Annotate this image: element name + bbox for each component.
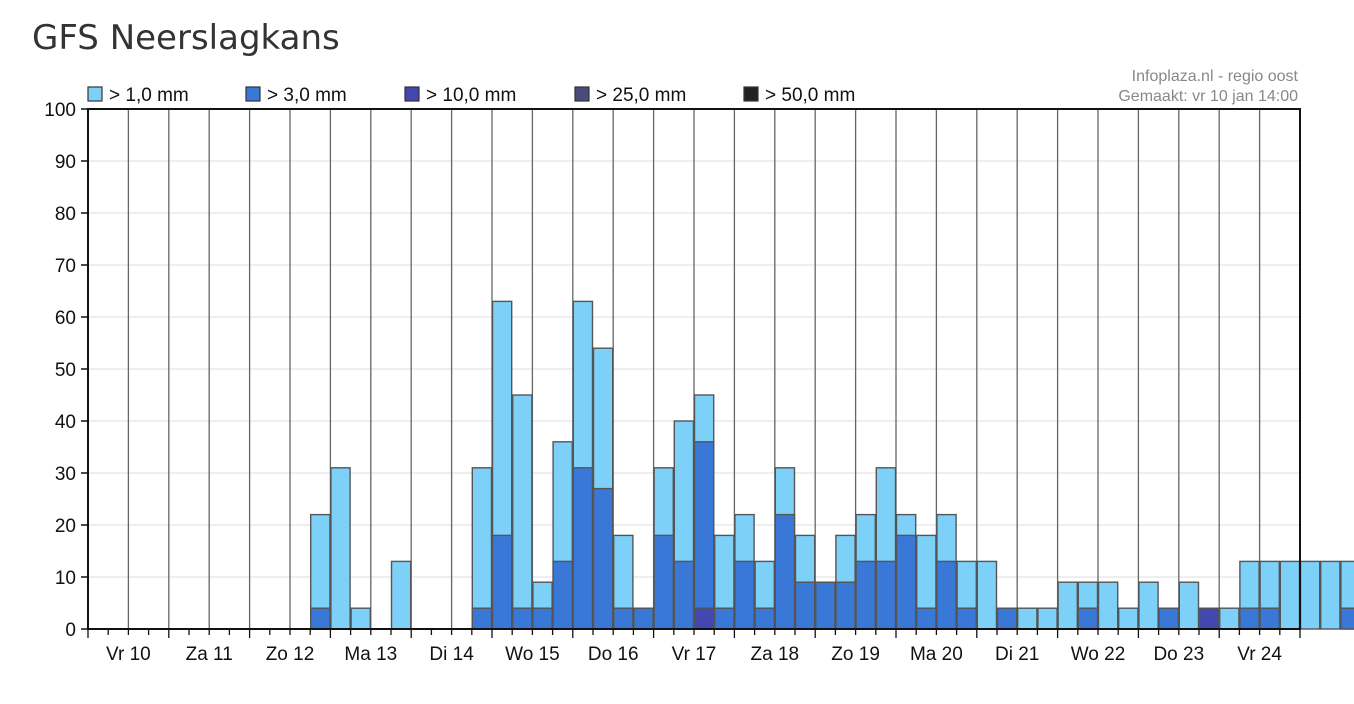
y-tick-label: 70 xyxy=(55,256,76,277)
bar-1-41 xyxy=(916,607,937,630)
bar-0-56 xyxy=(1218,607,1240,630)
y-tick-label: 100 xyxy=(44,100,76,121)
x-tick-label: Di 14 xyxy=(429,644,474,665)
y-tick-label: 20 xyxy=(55,516,76,537)
bar-0-59 xyxy=(1279,560,1301,630)
y-tick-label: 60 xyxy=(55,308,76,329)
y-tick-label: 10 xyxy=(55,568,76,589)
credit-line-1: Gemaakt: vr 10 jan 14:00 xyxy=(1118,88,1298,105)
bar-1-24 xyxy=(572,467,594,630)
x-tick-label: Wo 22 xyxy=(1071,644,1126,665)
bar-1-26 xyxy=(613,607,634,630)
bar-1-40 xyxy=(895,534,917,630)
bar-1-43 xyxy=(956,607,977,630)
y-tick-label: 0 xyxy=(65,620,76,641)
bar-2-30 xyxy=(693,607,715,630)
bar-0-54 xyxy=(1178,581,1200,630)
x-tick-label: Za 18 xyxy=(751,644,800,665)
y-tick-label: 40 xyxy=(55,412,76,433)
y-tick-label: 90 xyxy=(55,152,76,173)
bar-0-13 xyxy=(350,607,372,630)
bar-1-19 xyxy=(471,607,493,630)
bar-1-30 xyxy=(693,441,715,630)
bar-1-31 xyxy=(714,607,735,630)
bar-1-23 xyxy=(552,560,573,630)
bar-0-12 xyxy=(330,467,351,630)
bar-1-58 xyxy=(1259,607,1280,630)
bar-0-19 xyxy=(471,467,493,630)
bars xyxy=(310,300,1354,630)
legend-swatch-2 xyxy=(404,86,420,102)
page-title: GFS Neerslagkans xyxy=(32,18,340,58)
bar-0-46 xyxy=(1017,607,1038,630)
legend-label-4: > 50,0 mm xyxy=(765,85,855,106)
credit: Infoplaza.nl - regio oost Gemaakt: vr 10 … xyxy=(1118,68,1298,105)
legend-swatch-1 xyxy=(245,86,261,102)
bar-1-53 xyxy=(1158,607,1179,630)
x-tick-label: Do 16 xyxy=(588,644,639,665)
bar-1-35 xyxy=(794,581,816,630)
x-tick-label: Ma 20 xyxy=(910,644,963,665)
bar-1-39 xyxy=(875,560,897,630)
bar-0-21 xyxy=(512,394,533,630)
bar-0-44 xyxy=(976,560,998,630)
bar-1-11 xyxy=(310,607,331,630)
bar-1-28 xyxy=(653,534,674,630)
bar-0-52 xyxy=(1138,581,1159,630)
bar-1-37 xyxy=(835,581,856,630)
bar-1-32 xyxy=(734,560,755,630)
bar-1-29 xyxy=(673,560,695,630)
legend-label-1: > 3,0 mm xyxy=(267,85,347,106)
bar-1-33 xyxy=(754,607,775,630)
bar-0-51 xyxy=(1117,607,1139,630)
bar-1-34 xyxy=(774,513,796,630)
legend: > 1,0 mm > 3,0 mm > 10,0 mm > 25,0 mm > 50,0… xyxy=(87,85,855,106)
axes: 0 10 20 30 40 50 60 70 80 90 100 Vr 10 Za 11 Zo 12 Ma … xyxy=(44,100,1301,665)
x-tick-label: Do 23 xyxy=(1153,644,1204,665)
bar-2-55 xyxy=(1198,607,1220,630)
bar-1-49 xyxy=(1077,607,1099,630)
x-tick-label: Vr 10 xyxy=(106,644,151,665)
x-tick-label: Di 21 xyxy=(995,644,1039,665)
bar-0-61 xyxy=(1319,560,1341,630)
bar-1-25 xyxy=(592,487,614,630)
bar-0-60 xyxy=(1299,560,1321,630)
bar-1-62 xyxy=(1340,607,1354,630)
bar-1-36 xyxy=(815,581,836,630)
x-tick-label: Zo 19 xyxy=(831,644,880,665)
x-tick-label: Ma 13 xyxy=(344,644,397,665)
legend-swatch-0 xyxy=(87,86,103,102)
bar-1-22 xyxy=(532,607,553,630)
bar-0-47 xyxy=(1037,607,1058,630)
bar-1-45 xyxy=(996,607,1018,630)
x-tick-label: Za 11 xyxy=(186,644,233,665)
x-tick-label: Vr 17 xyxy=(672,644,717,665)
x-tick-label: Wo 15 xyxy=(505,644,560,665)
bar-1-57 xyxy=(1239,607,1260,630)
legend-label-3: > 25,0 mm xyxy=(596,85,686,106)
x-tick-label: Vr 24 xyxy=(1237,644,1282,665)
bar-0-15 xyxy=(390,560,412,630)
x-tick-label: Zo 12 xyxy=(266,644,315,665)
bar-1-21 xyxy=(512,607,533,630)
y-tick-label: 80 xyxy=(55,204,76,225)
legend-swatch-4 xyxy=(743,86,759,102)
bar-1-27 xyxy=(633,607,654,630)
bar-0-48 xyxy=(1057,581,1078,630)
legend-swatch-3 xyxy=(574,86,590,102)
credit-line-0: Infoplaza.nl - regio oost xyxy=(1132,68,1299,85)
bar-1-42 xyxy=(936,560,957,630)
legend-label-2: > 10,0 mm xyxy=(426,85,516,106)
bar-0-50 xyxy=(1097,581,1119,630)
bar-1-20 xyxy=(491,534,513,630)
legend-label-0: > 1,0 mm xyxy=(109,85,189,106)
y-tick-label: 50 xyxy=(55,360,76,381)
y-tick-label: 30 xyxy=(55,464,76,485)
bar-1-38 xyxy=(855,560,876,630)
